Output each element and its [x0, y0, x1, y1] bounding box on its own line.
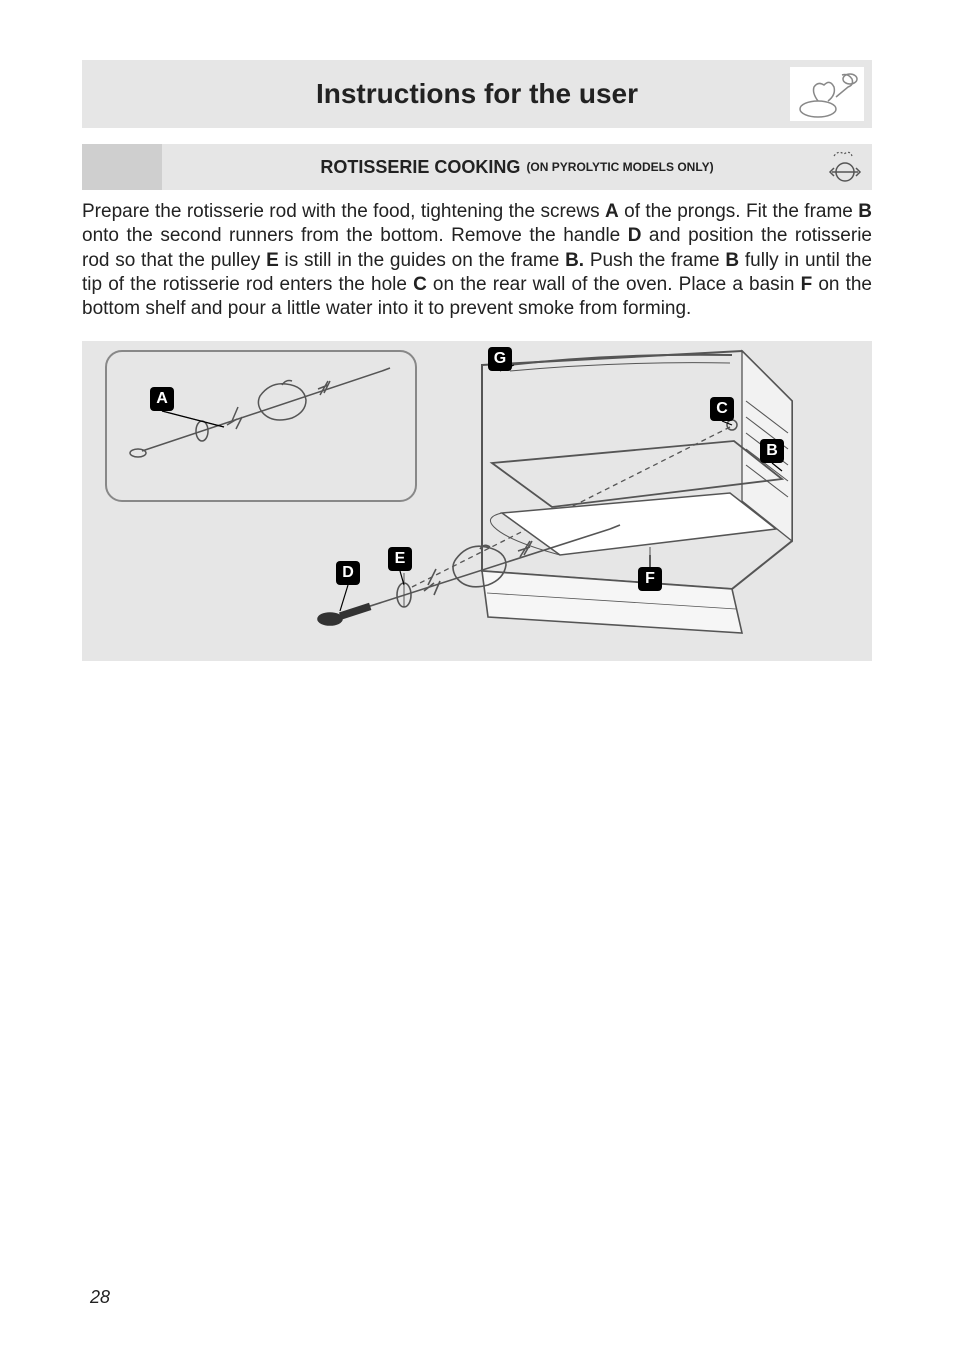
body-b7: C	[413, 274, 427, 295]
body-b3: D	[628, 225, 642, 246]
diagram-svg	[82, 341, 872, 661]
body-b6: B	[725, 250, 739, 271]
page-title: Instructions for the user	[316, 78, 638, 110]
body-t8: on the rear wall of the oven. Place a ba…	[427, 274, 801, 295]
label-E: E	[388, 547, 412, 571]
section-subtitle: (ON PYROLYTIC MODELS ONLY)	[526, 160, 713, 174]
section-bar: ROTISSERIE COOKING (ON PYROLYTIC MODELS …	[82, 144, 872, 190]
body-t1: Prepare the rotisserie rod with the food…	[82, 201, 605, 222]
label-B: B	[760, 439, 784, 463]
body-b2: B	[858, 201, 872, 222]
page-number: 28	[90, 1287, 110, 1308]
label-D: D	[336, 561, 360, 585]
label-C: C	[710, 397, 734, 421]
body-paragraph: Prepare the rotisserie rod with the food…	[82, 200, 872, 322]
body-b5: B.	[565, 250, 584, 271]
chef-utensils-icon	[790, 67, 864, 121]
body-b8: F	[801, 274, 813, 295]
section-right-block: ROTISSERIE COOKING (ON PYROLYTIC MODELS …	[162, 144, 872, 190]
body-t2: of the prongs. Fit the frame	[619, 201, 859, 222]
title-bar: Instructions for the user	[82, 60, 872, 128]
body-b4: E	[266, 250, 279, 271]
label-F: F	[638, 567, 662, 591]
rotisserie-icon	[828, 150, 862, 184]
body-t6: Push the frame	[584, 250, 725, 271]
body-b1: A	[605, 201, 619, 222]
label-G: G	[488, 347, 512, 371]
label-A: A	[150, 387, 174, 411]
section-title: ROTISSERIE COOKING	[320, 157, 520, 178]
section-left-block	[82, 144, 162, 190]
body-t5: is still in the guides on the frame	[279, 250, 565, 271]
rotisserie-diagram: A G C B D E F	[82, 341, 872, 661]
body-t3: onto the second runners from the bottom.…	[82, 225, 628, 246]
